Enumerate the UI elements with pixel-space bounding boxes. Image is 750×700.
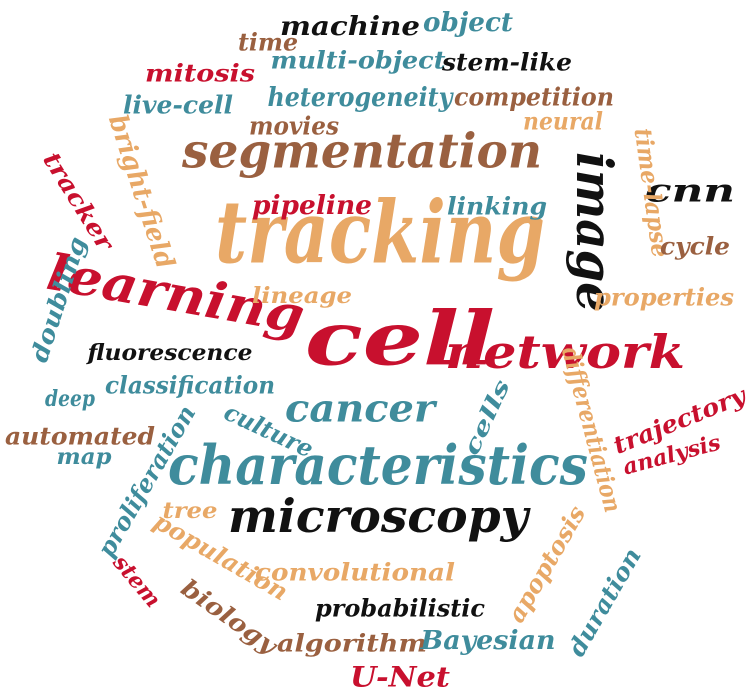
word-tree: tree bbox=[163, 498, 218, 524]
word-cancer: cancer bbox=[285, 386, 438, 431]
word-live-cell: live-cell bbox=[123, 91, 233, 120]
word-network: network bbox=[445, 325, 685, 379]
word-linking: linking bbox=[447, 192, 547, 221]
word-tracking: tracking bbox=[215, 183, 545, 284]
word-characteristics: characteristics bbox=[168, 433, 588, 497]
word-heterogeneity: heterogeneity bbox=[268, 83, 455, 113]
word-pipeline: pipeline bbox=[252, 191, 372, 221]
word-mitosis: mitosis bbox=[145, 59, 256, 88]
word-neural: neural bbox=[523, 107, 603, 136]
word-classification: classification bbox=[105, 371, 275, 400]
word-cnn: cnn bbox=[645, 172, 735, 210]
word-cell: cell bbox=[305, 297, 495, 383]
word-microscopy: microscopy bbox=[228, 489, 531, 543]
word-image: image bbox=[565, 152, 624, 312]
word-automated: automated bbox=[5, 422, 155, 451]
word-stem: stem bbox=[107, 549, 166, 612]
word-cycle: cycle bbox=[660, 232, 730, 261]
word-fluorescence: fluorescence bbox=[85, 340, 252, 366]
word-stem-like: stem-like bbox=[441, 48, 572, 77]
word-properties: properties bbox=[594, 283, 734, 312]
word-movies: movies bbox=[249, 112, 339, 141]
word-bright-field: bright-field bbox=[102, 111, 180, 272]
word-algorithm: algorithm bbox=[277, 629, 427, 658]
word-object: object bbox=[423, 8, 513, 38]
word-convolutional: convolutional bbox=[255, 558, 455, 587]
word-multi-object: multi-object bbox=[271, 46, 446, 75]
word-duration: duration bbox=[562, 543, 647, 661]
word-time: time bbox=[238, 28, 298, 57]
word-probabilistic: probabilistic bbox=[315, 594, 485, 623]
word-machine: machine bbox=[280, 12, 420, 42]
word-u-net: U-Net bbox=[350, 661, 450, 694]
word-competition: competition bbox=[454, 83, 614, 112]
word-deep: deep bbox=[45, 386, 96, 412]
word-bayesian: Bayesian bbox=[419, 626, 555, 656]
word-lineage: lineage bbox=[252, 283, 352, 309]
word-map: map bbox=[57, 444, 113, 470]
word-segmentation: segmentation bbox=[181, 124, 542, 180]
